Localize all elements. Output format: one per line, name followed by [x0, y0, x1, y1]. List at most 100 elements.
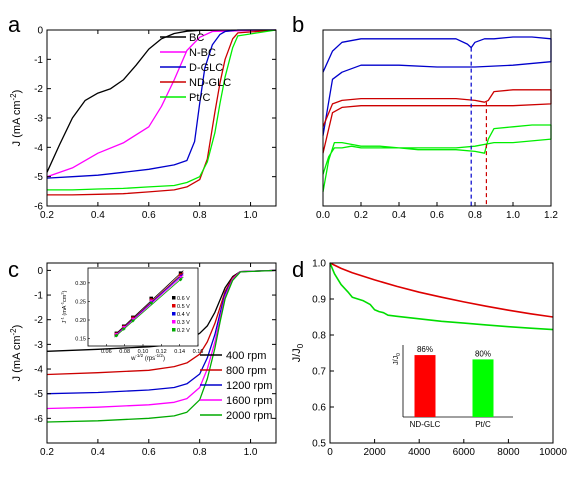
a-x-tick-label: 0.8 [193, 210, 207, 221]
d-inset-bar-label: 86% [417, 345, 433, 354]
d-y-axis-label: J/J0 [291, 343, 305, 362]
c-inset-x-tick-label: 0.06 [101, 349, 112, 355]
c-y-tick-label: -6 [34, 414, 43, 425]
d-inset-bar [414, 355, 436, 417]
c-inset-x-axis-label: w-1/2 (rps-1/2) [130, 353, 165, 362]
a-x-tick-label: 0.4 [91, 210, 105, 221]
b-x-tick-label: 0.6 [430, 210, 444, 221]
c-inset-point [178, 277, 183, 282]
c-inset-frame [87, 267, 199, 347]
a-legend-label: BC [189, 32, 204, 44]
c-inset-legend-swatch [172, 312, 176, 316]
c-x-tick-label: 1.0 [244, 447, 258, 458]
d-x-tick-label: 0 [327, 447, 333, 458]
a-y-tick-label: -1 [34, 55, 43, 66]
d-inset-category-label: ND-GLC [410, 420, 441, 429]
series-line-c-400-rpm [46, 269, 277, 352]
series-line-d-nd-glc [329, 262, 554, 318]
c-inset-x-tick-label: 0.08 [119, 349, 130, 355]
panel-letter-a: a [8, 12, 21, 37]
panel-letter-d: d [292, 257, 304, 282]
series-line-a-bc [46, 29, 277, 173]
d-plot-frame [329, 262, 554, 444]
c-inset-x-tick-label: 0.10 [138, 349, 149, 355]
b-x-tick-label: 0.0 [316, 210, 330, 221]
c-inset-fit-line [114, 270, 184, 336]
c-inset-fit-line [114, 273, 184, 337]
a-legend-label: N-BC [189, 47, 216, 59]
c-inset-point [121, 327, 126, 331]
a-legend-label: ND-GLC [189, 77, 231, 89]
a-y-tick-label: 0 [37, 26, 43, 37]
series-line-d-pt-c [329, 262, 554, 331]
d-inset-category-label: Pt/C [475, 420, 491, 429]
d-x-tick-label: 10000 [539, 447, 567, 458]
c-legend-label: 1200 rpm [226, 380, 272, 392]
series-line-c-800-rpm [46, 269, 277, 376]
c-inset-y-axis-label: J-1 (mA-1cm2) [60, 290, 69, 323]
d-y-tick-label: 0.6 [312, 403, 326, 414]
c-y-tick-label: -3 [34, 340, 43, 351]
series-line-b-pt-c [322, 124, 552, 193]
b-plot-frame [322, 29, 552, 207]
c-inset-point [178, 275, 183, 280]
panel-d: d 0 2000 4000 6000 8000 10000 0.5 0.6 0.7 0.8 0.9 1… [291, 257, 567, 458]
c-inset-fit-line [114, 276, 184, 338]
c-inset-legend-swatch [172, 328, 176, 332]
d-y-tick-label: 1.0 [312, 259, 326, 270]
d-x-tick-label: 8000 [497, 447, 520, 458]
c-inset-legend-swatch [172, 320, 176, 324]
series-line-a-pt-c [47, 29, 277, 191]
a-x-tick-label: 1.0 [244, 210, 258, 221]
c-inset-x-tick-label: 0.14 [174, 349, 185, 355]
b-x-tick-label: 1.2 [544, 210, 558, 221]
a-y-axis-label: J (mA cm-2) [9, 90, 23, 147]
c-plot-frame [46, 262, 277, 444]
b-x-tick-label: 0.4 [392, 210, 406, 221]
d-y-tick-label: 0.9 [312, 295, 326, 306]
c-inset-point [131, 318, 135, 323]
series-line-a-nd-glc [47, 29, 277, 196]
c-legend-label: 800 rpm [226, 365, 266, 377]
c-inset-point [178, 271, 183, 275]
c-legend-label: 2000 rpm [226, 410, 272, 422]
c-inset-y-tick-label: 0.25 [75, 299, 86, 305]
c-inset-x-tick-label: 0.16 [193, 349, 204, 355]
c-legend-label: 1600 rpm [226, 395, 272, 407]
d-y-tick-label: 0.7 [312, 367, 326, 378]
c-inset-point [149, 301, 154, 305]
c-y-tick-label: -4 [34, 365, 43, 376]
a-y-tick-label: -6 [34, 202, 43, 213]
c-y-tick-label: 0 [37, 266, 43, 277]
panel-letter-c: c [8, 257, 19, 282]
c-inset-legend-swatch [172, 304, 176, 308]
d-y-tick-label: 0.5 [312, 439, 326, 450]
series-line-c-2000-rpm [46, 269, 277, 423]
c-inset-x-tick-label: 0.12 [156, 349, 167, 355]
a-y-tick-label: -4 [34, 143, 43, 154]
d-inset-bar [472, 359, 494, 417]
a-y-tick-label: -2 [34, 84, 43, 95]
series-line-a-n-bc [46, 29, 277, 178]
c-inset-y-tick-label: 0.20 [75, 318, 86, 324]
a-plot-frame [46, 29, 277, 207]
c-y-axis-label: J (mA cm-2) [9, 325, 23, 382]
panel-letter-b: b [292, 12, 304, 37]
c-inset-legend-label: 0.2 V [177, 328, 190, 334]
a-legend-label: D-GLC [189, 62, 223, 74]
d-x-tick-label: 2000 [363, 447, 386, 458]
c-inset-y-tick-label: 0.15 [75, 337, 86, 343]
c-x-tick-label: 0.4 [91, 447, 105, 458]
series-line-c-1600-rpm [46, 269, 277, 410]
b-x-tick-label: 0.8 [468, 210, 482, 221]
d-x-tick-label: 6000 [453, 447, 476, 458]
c-inset-point [114, 333, 119, 338]
c-inset-legend-label: 0.3 V [177, 320, 190, 326]
b-x-tick-label: 0.2 [354, 210, 368, 221]
c-legend-label: 400 rpm [226, 350, 266, 362]
panel-b: b 0.0 0.2 0.4 0.6 0.8 1.0 1.2 [292, 12, 558, 221]
c-inset-legend-label: 0.6 V [177, 296, 190, 302]
c-inset-legend-label: 0.5 V [177, 304, 190, 310]
c-x-tick-label: 0.6 [142, 447, 156, 458]
